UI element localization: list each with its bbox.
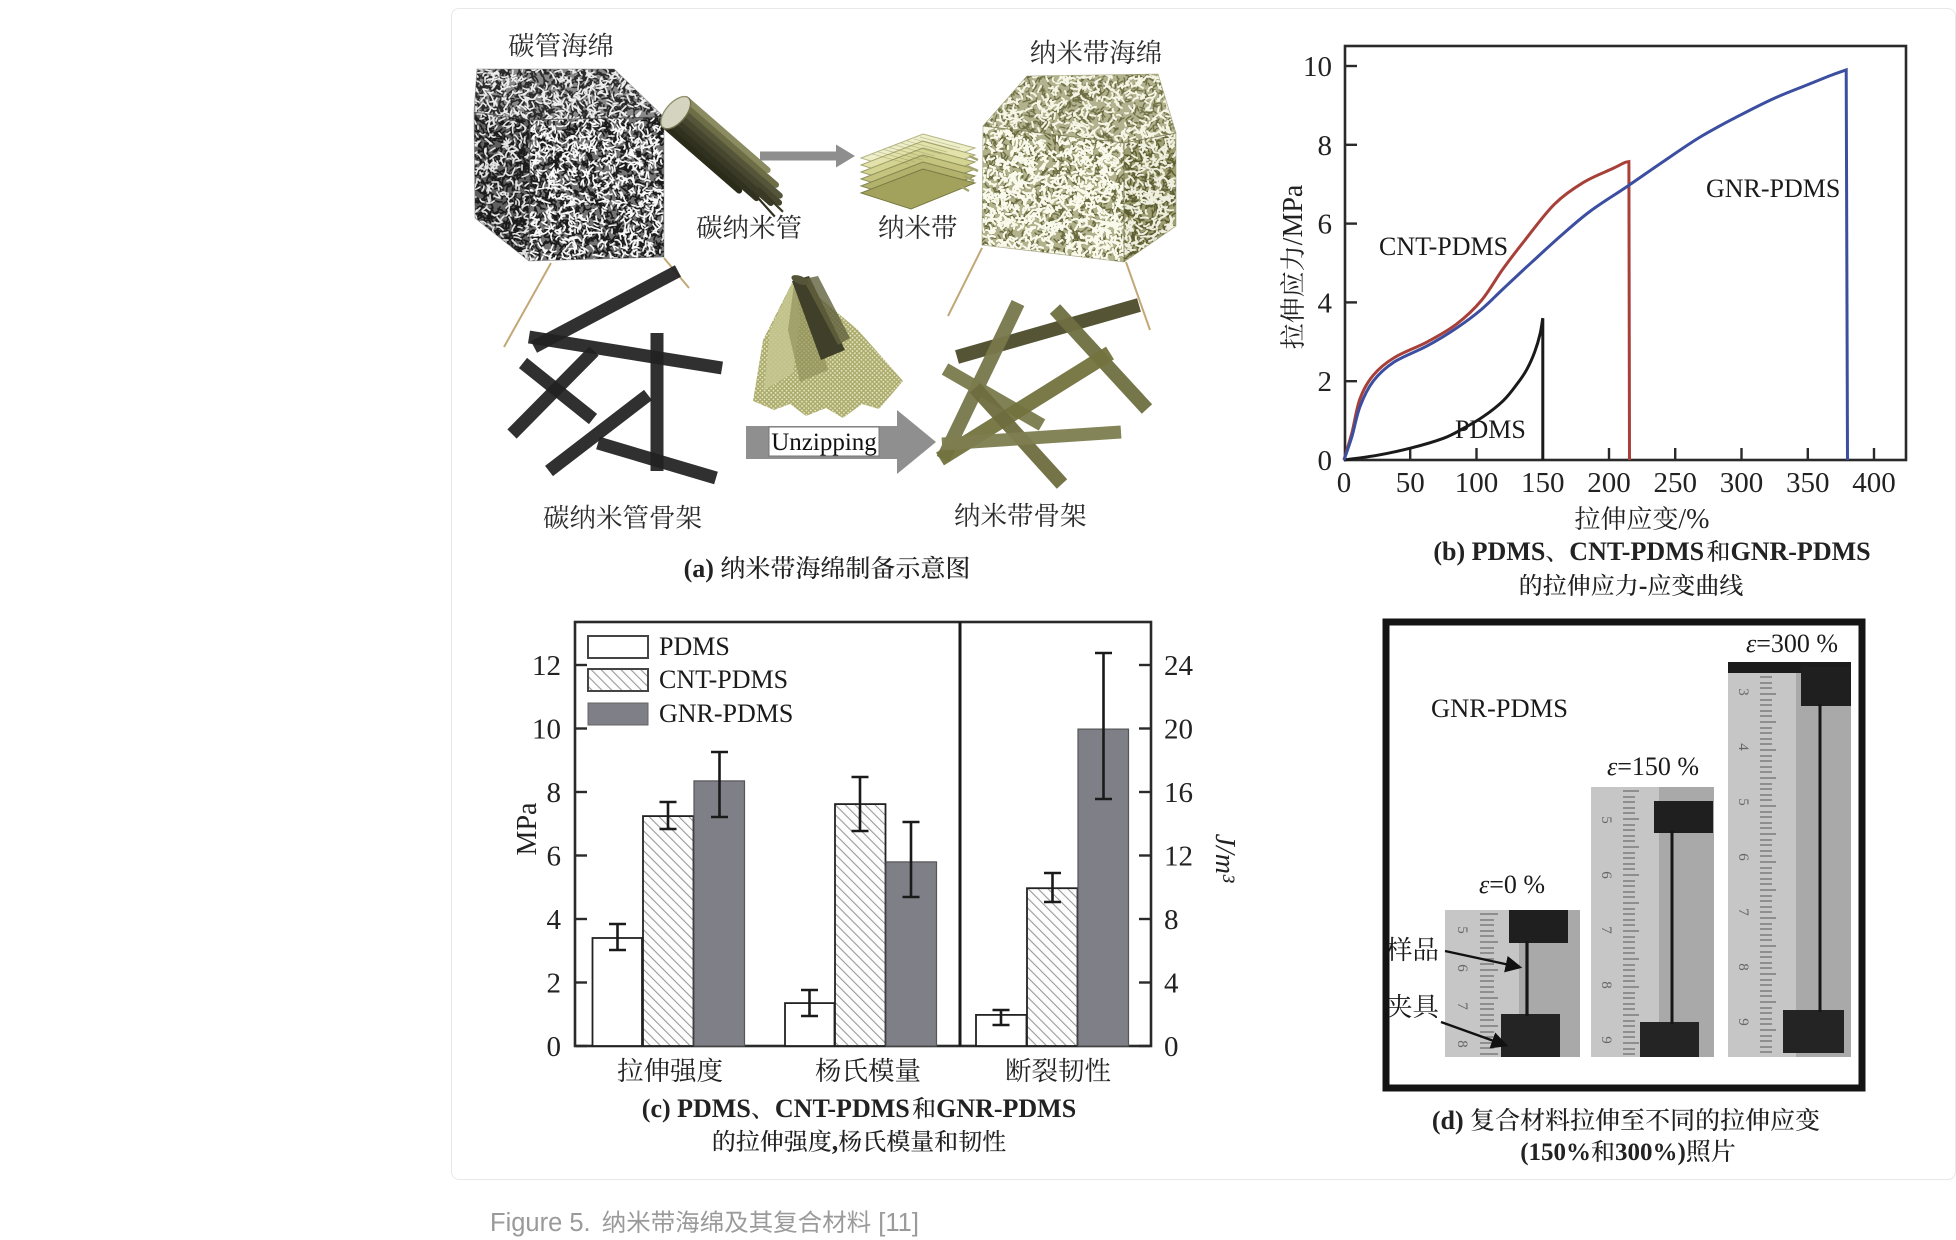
svg-text:PDMS: PDMS xyxy=(659,632,730,661)
svg-text:J/m³: J/m³ xyxy=(1209,834,1240,883)
svg-text:/MPa: /MPa xyxy=(1278,184,1309,245)
svg-text:100: 100 xyxy=(1455,467,1499,499)
svg-text:4: 4 xyxy=(1318,287,1333,319)
svg-text:5: 5 xyxy=(1598,816,1614,824)
svg-text:5: 5 xyxy=(1735,798,1751,806)
svg-text:ε=150 %: ε=150 % xyxy=(1607,752,1699,781)
svg-text:CNT-PDMS: CNT-PDMS xyxy=(1379,232,1508,261)
svg-text:7: 7 xyxy=(1454,1002,1470,1010)
svg-text:8: 8 xyxy=(1318,130,1333,162)
svg-text:4: 4 xyxy=(1735,743,1751,751)
svg-text:300%): 300%) xyxy=(1615,1139,1686,1166)
svg-text:8: 8 xyxy=(1164,904,1179,936)
svg-text:0: 0 xyxy=(1164,1031,1179,1063)
svg-text:5: 5 xyxy=(1454,926,1470,934)
svg-text:12: 12 xyxy=(532,650,561,682)
svg-text:(b) PDMS: (b) PDMS xyxy=(1433,537,1545,566)
svg-text:200: 200 xyxy=(1587,467,1631,499)
svg-text:24: 24 xyxy=(1164,650,1194,682)
svg-text:CNT-PDMS: CNT-PDMS xyxy=(1569,537,1704,566)
svg-text:(150%: (150% xyxy=(1520,1139,1591,1166)
svg-text:7: 7 xyxy=(1735,908,1751,916)
svg-text:400: 400 xyxy=(1852,467,1896,499)
svg-text:Figure 5.: Figure 5. xyxy=(490,1209,598,1237)
svg-text:6: 6 xyxy=(1454,964,1470,972)
svg-text:10: 10 xyxy=(532,714,561,746)
svg-text:4: 4 xyxy=(1164,968,1179,1000)
svg-text:ε=300 %: ε=300 % xyxy=(1746,629,1838,658)
svg-text:(a): (a) xyxy=(684,554,714,583)
svg-text:(d): (d) xyxy=(1432,1106,1464,1135)
svg-text:GNR-PDMS: GNR-PDMS xyxy=(1431,693,1568,723)
svg-text:PDMS: PDMS xyxy=(1455,415,1526,444)
svg-text:50: 50 xyxy=(1396,467,1425,499)
svg-text:2: 2 xyxy=(1318,366,1333,398)
svg-text:8: 8 xyxy=(1735,963,1751,971)
svg-text:350: 350 xyxy=(1786,467,1830,499)
svg-text:3: 3 xyxy=(1735,688,1751,696)
svg-text:GNR-PDMS: GNR-PDMS xyxy=(659,699,793,728)
svg-text:7: 7 xyxy=(1598,926,1614,934)
svg-text:6: 6 xyxy=(1735,853,1751,861)
svg-text:MPa: MPa xyxy=(512,802,543,855)
svg-text:6: 6 xyxy=(1318,209,1333,241)
svg-text:10: 10 xyxy=(1303,51,1332,83)
svg-text:9: 9 xyxy=(1598,1036,1614,1044)
svg-text:8: 8 xyxy=(547,777,562,809)
svg-text:/%: /% xyxy=(1678,504,1709,535)
svg-text:300: 300 xyxy=(1720,467,1764,499)
svg-text:0: 0 xyxy=(1318,445,1333,477)
svg-text:150: 150 xyxy=(1521,467,1565,499)
svg-text:4: 4 xyxy=(547,904,562,936)
svg-text:8: 8 xyxy=(1598,981,1614,989)
svg-text:6: 6 xyxy=(1598,871,1614,879)
svg-text:20: 20 xyxy=(1164,714,1193,746)
svg-text:,: , xyxy=(832,1127,839,1156)
svg-text:[11]: [11] xyxy=(871,1209,919,1237)
svg-text:CNT-PDMS: CNT-PDMS xyxy=(775,1094,910,1123)
svg-text:0: 0 xyxy=(547,1031,562,1063)
svg-text:0: 0 xyxy=(1337,467,1352,499)
svg-text:CNT-PDMS: CNT-PDMS xyxy=(659,665,788,694)
svg-text:-: - xyxy=(1639,571,1648,600)
svg-text:250: 250 xyxy=(1653,467,1697,499)
svg-text:GNR-PDMS: GNR-PDMS xyxy=(1731,537,1871,566)
svg-text:6: 6 xyxy=(547,841,562,873)
svg-text:2: 2 xyxy=(547,968,562,1000)
svg-text:GNR-PDMS: GNR-PDMS xyxy=(936,1094,1076,1123)
svg-text:Unzipping: Unzipping xyxy=(771,429,877,456)
svg-text:9: 9 xyxy=(1735,1018,1751,1026)
svg-text:(c) PDMS: (c) PDMS xyxy=(642,1094,751,1123)
svg-text:ε=0 %: ε=0 % xyxy=(1479,870,1545,899)
svg-text:12: 12 xyxy=(1164,841,1193,873)
svg-text:8: 8 xyxy=(1454,1040,1470,1048)
svg-text:16: 16 xyxy=(1164,777,1193,809)
svg-text:GNR-PDMS: GNR-PDMS xyxy=(1706,174,1840,203)
